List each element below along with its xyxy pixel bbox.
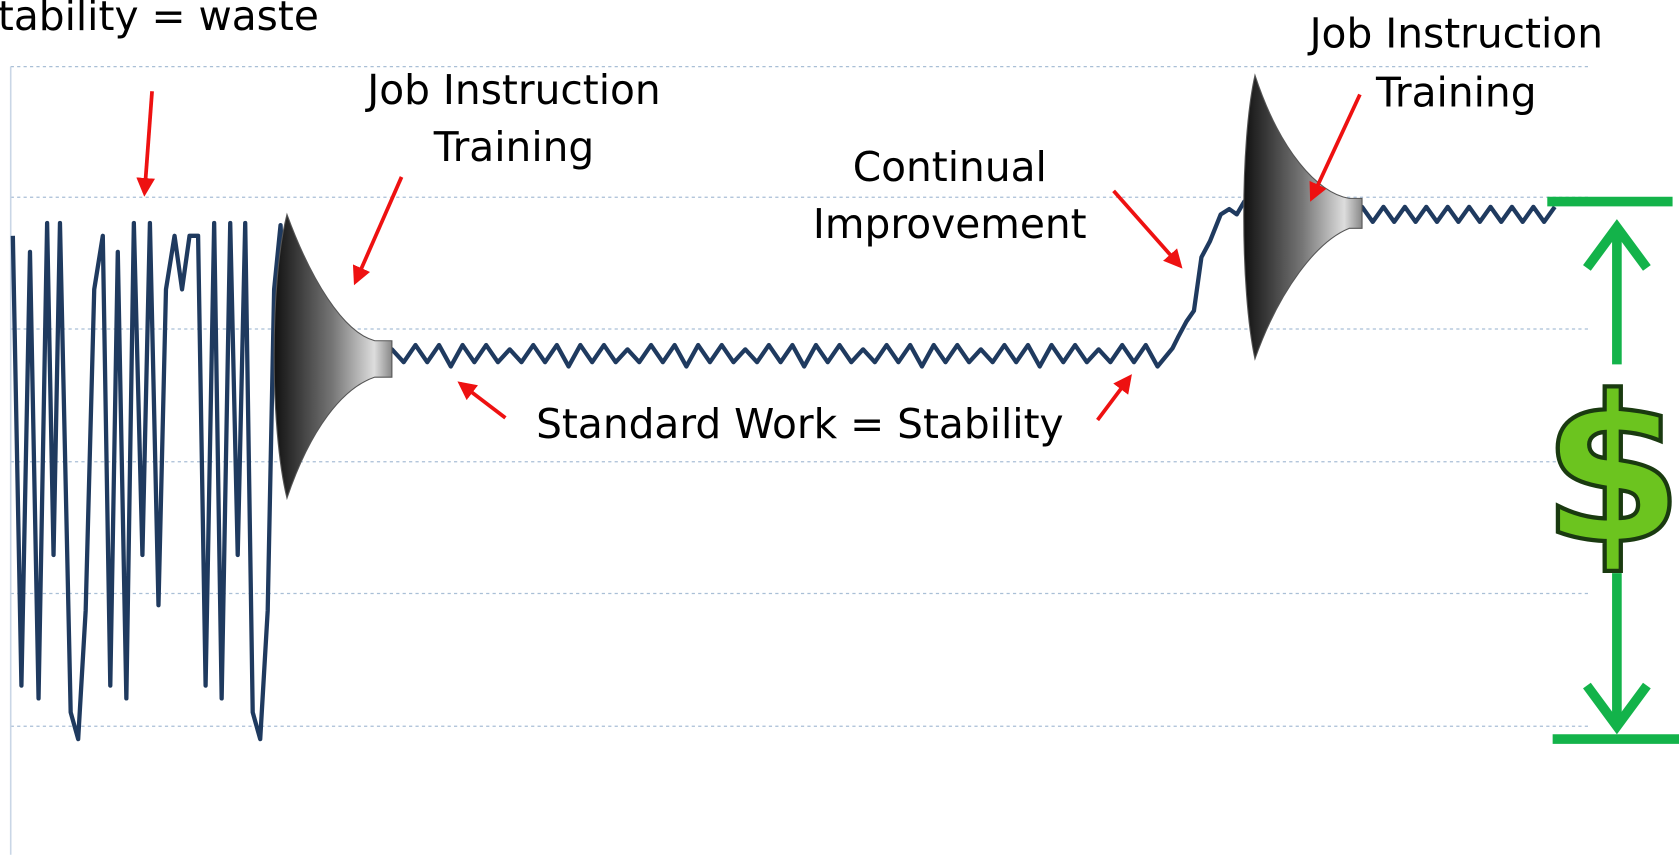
label: Job Instruction (364, 66, 660, 114)
label: Training (433, 123, 595, 171)
label: tability = waste (0, 0, 319, 40)
horn-left (274, 214, 392, 498)
label: Training (1375, 68, 1537, 116)
label: Standard Work = Stability (536, 400, 1064, 448)
label: Continual (853, 143, 1047, 191)
label: Job Instruction (1307, 9, 1603, 57)
horn-right (1244, 75, 1362, 359)
dollar-sign: $ (1542, 352, 1679, 589)
diagram: $ tability = waste Job Instruction Train… (0, 0, 1679, 855)
process-line (13, 202, 1555, 740)
label: Improvement (813, 200, 1087, 248)
savings-bracket: $ (1542, 202, 1679, 740)
page: $ tability = waste Job Instruction Train… (0, 0, 1679, 855)
